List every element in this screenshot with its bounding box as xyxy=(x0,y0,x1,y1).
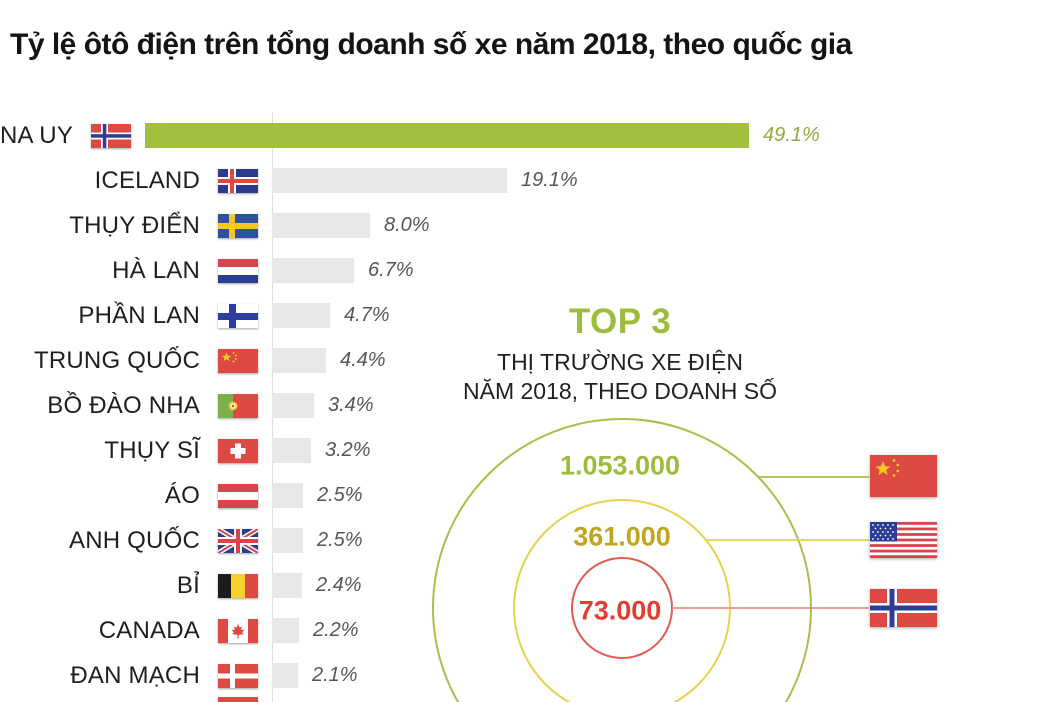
bar xyxy=(272,168,507,193)
bar-row-norway: NA UY 49.1% xyxy=(0,113,820,158)
portugal-flag-icon xyxy=(218,393,258,418)
bar-chart: NA UY 49.1% ICELAND 19.1% THỤY ĐIỂN 8.0%… xyxy=(0,113,820,698)
bar-value-label: 6.7% xyxy=(368,259,414,281)
country-label: BỈ xyxy=(176,571,200,599)
canada-flag-icon xyxy=(218,618,258,643)
country-label: TRUNG QUỐC xyxy=(34,346,200,374)
bar-value-label: 2.1% xyxy=(312,664,358,686)
austria-flag-icon xyxy=(218,483,258,508)
usa-sales-value: 361.000 xyxy=(573,521,671,552)
bar-value-label: 4.4% xyxy=(340,349,386,371)
china-sales-value: 1.053.000 xyxy=(559,450,681,481)
netherlands-flag-icon xyxy=(218,258,258,283)
bar-value-label: 2.2% xyxy=(313,619,359,641)
bar-value-label: 4.7% xyxy=(344,304,390,326)
finland-flag-icon xyxy=(218,303,258,328)
country-label: THỤY ĐIỂN xyxy=(69,211,200,239)
bar-value-label: 8.0% xyxy=(384,214,430,236)
uk-flag-icon xyxy=(218,528,258,553)
norway-flag-icon xyxy=(91,123,132,148)
top3-subtitle: THỊ TRƯỜNG XE ĐIỆN NĂM 2018, THEO DOANH … xyxy=(400,348,840,406)
country-label: ĐAN MẠCH xyxy=(70,661,200,689)
bar xyxy=(272,213,370,238)
page-title: Tỷ lệ ôtô điện trên tổng doanh số xe năm… xyxy=(10,28,852,61)
bar-row-switzerland: THỤY SĨ 3.2% xyxy=(0,428,700,473)
norway-flag-icon-large xyxy=(870,589,937,627)
country-label: NA UY xyxy=(0,121,74,149)
sweden-flag-icon xyxy=(218,213,258,238)
country-label: ANH QUỐC xyxy=(69,526,200,554)
bar xyxy=(272,393,314,418)
bar-row-china: TRUNG QUỐC 4.4% xyxy=(0,338,700,383)
bar-value-label: 19.1% xyxy=(521,169,578,191)
top3-subtitle-line1: THỊ TRƯỜNG XE ĐIỆN xyxy=(497,349,743,375)
bar xyxy=(272,663,298,688)
bar xyxy=(272,618,299,643)
belgium-flag-icon xyxy=(218,573,258,598)
usa-flag-icon-large xyxy=(870,522,937,558)
bar xyxy=(272,348,326,373)
bar-row-portugal: BỒ ĐÀO NHA 3.4% xyxy=(0,383,700,428)
bar-row-finland: PHẦN LAN 4.7% xyxy=(0,293,700,338)
country-label: ÁO xyxy=(164,481,200,509)
bar xyxy=(272,483,303,508)
bar-value-label: 3.4% xyxy=(328,394,374,416)
country-label: ICELAND xyxy=(94,166,200,194)
top3-title: TOP 3 xyxy=(568,302,672,341)
bar-row-austria: ÁO 2.5% xyxy=(0,473,700,518)
bar-value-label: 3.2% xyxy=(325,439,371,461)
country-label: CANADA xyxy=(98,616,200,644)
bar-row-canada: CANADA 2.2% xyxy=(0,608,700,653)
country-label: HÀ LAN xyxy=(112,256,200,284)
norway-sales-value: 73.000 xyxy=(578,595,662,626)
denmark-flag-icon xyxy=(218,663,258,688)
cutoff-next-flag xyxy=(218,697,258,702)
country-label: BỒ ĐÀO NHA xyxy=(47,391,200,419)
bar xyxy=(272,303,330,328)
bar-value-label: 2.5% xyxy=(317,484,363,506)
bar-row-sweden: THỤY ĐIỂN 8.0% xyxy=(0,203,700,248)
iceland-flag-icon xyxy=(218,168,258,193)
country-label: THỤY SĨ xyxy=(104,436,200,464)
bar-row-uk: ANH QUỐC 2.5% xyxy=(0,518,700,563)
country-label: PHẦN LAN xyxy=(78,301,200,329)
bar-value-label: 49.1% xyxy=(763,124,820,146)
china-flag-icon xyxy=(218,348,258,373)
bar xyxy=(272,438,311,463)
bar-row-belgium: BỈ 2.4% xyxy=(0,563,700,608)
top3-header: TOP 3 THỊ TRƯỜNG XE ĐIỆN NĂM 2018, THEO … xyxy=(400,302,840,406)
bar-value-label: 2.5% xyxy=(317,529,363,551)
bar-value-label: 2.4% xyxy=(316,574,362,596)
bar xyxy=(272,258,354,283)
top3-subtitle-line2: NĂM 2018, THEO DOANH SỐ xyxy=(463,378,777,404)
bar xyxy=(145,123,750,148)
bar-row-denmark: ĐAN MẠCH 2.1% xyxy=(0,653,700,698)
china-flag-icon-large xyxy=(870,455,937,497)
switzerland-flag-icon xyxy=(218,438,258,463)
bar-row-iceland: ICELAND 19.1% xyxy=(0,158,700,203)
bar xyxy=(272,573,302,598)
bar xyxy=(272,528,303,553)
bar-row-netherlands: HÀ LAN 6.7% xyxy=(0,248,700,293)
